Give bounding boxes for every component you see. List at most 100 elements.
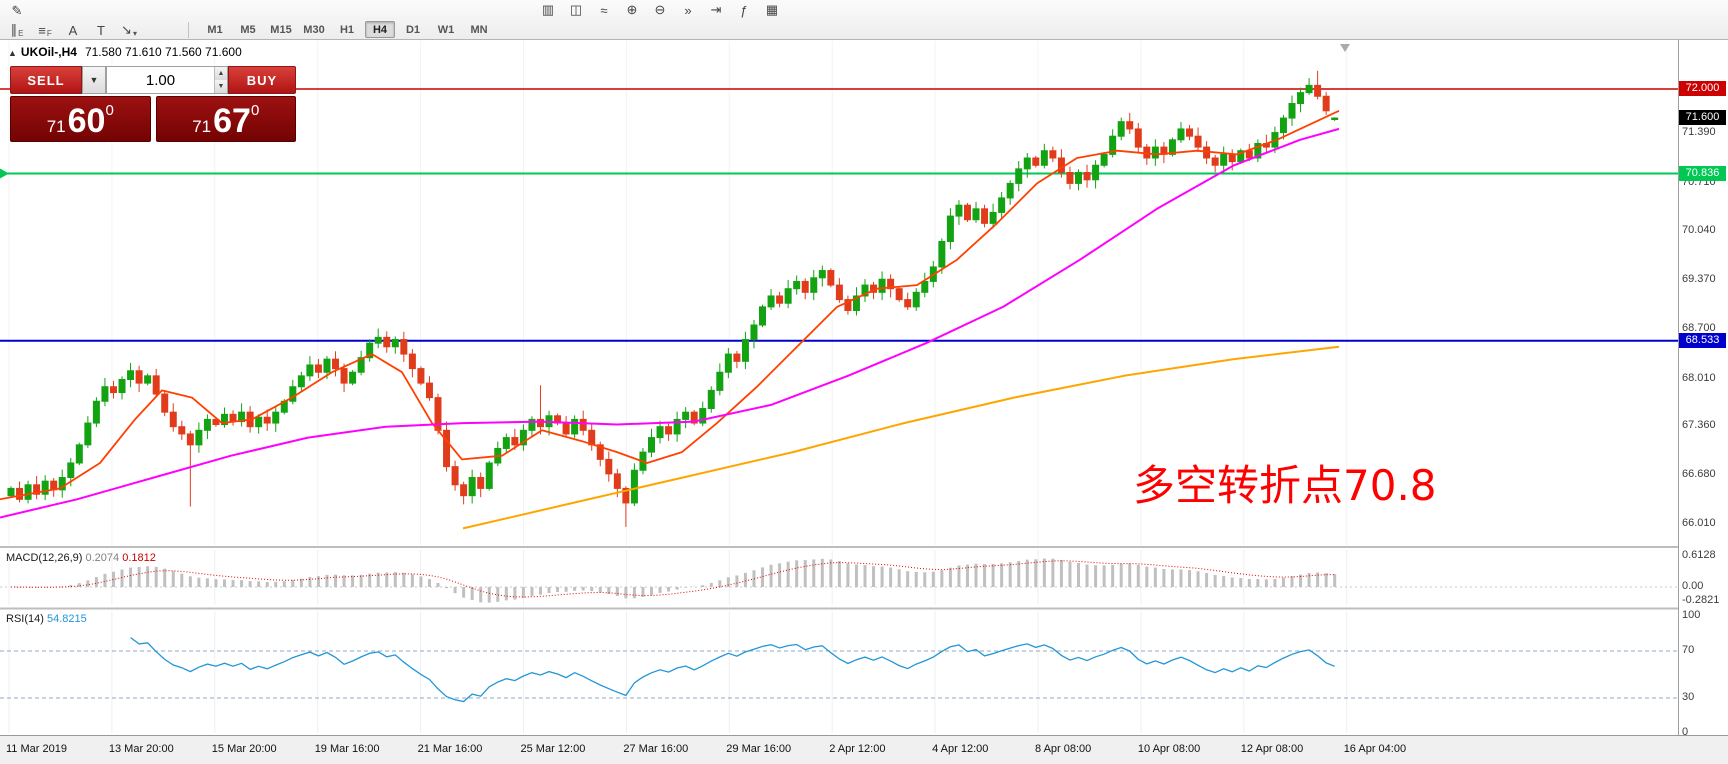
bar-chart-icon[interactable]: ▥ xyxy=(541,2,555,17)
timeframe-d1-button[interactable]: D1 xyxy=(405,23,421,36)
rsi-axis-tick: 100 xyxy=(1682,608,1701,621)
sell-price-display[interactable]: 71 60 0 xyxy=(10,96,151,142)
macd-axis-tick: 0.6128 xyxy=(1682,548,1716,561)
time-label: 16 Apr 04:00 xyxy=(1343,743,1407,755)
sell-price-prefix: 71 xyxy=(46,117,66,136)
rsi-value: 54.8215 xyxy=(46,613,87,625)
line-start-marker xyxy=(0,168,9,179)
sell-price-big: 60 xyxy=(67,102,106,141)
chart-shift-icon[interactable]: ⇥ xyxy=(710,2,722,17)
volume-decrease-button[interactable]: ▼ xyxy=(215,80,227,93)
price-tick: 67.360 xyxy=(1682,418,1716,431)
time-label: 10 Apr 08:00 xyxy=(1137,743,1201,755)
order-type-dropdown[interactable]: ▼ xyxy=(82,66,106,94)
buy-price-prefix: 71 xyxy=(192,117,212,136)
time-label: 13 Mar 20:00 xyxy=(108,743,174,755)
price-tick: 66.010 xyxy=(1682,516,1716,529)
time-label: 15 Mar 20:00 xyxy=(211,743,277,755)
time-label: 19 Mar 16:00 xyxy=(314,743,380,755)
auto-scroll-icon[interactable]: » xyxy=(684,2,692,18)
time-label: 4 Apr 12:00 xyxy=(932,743,989,755)
sell-price-sup: 0 xyxy=(105,102,114,119)
timeframe-m1-button[interactable]: M1 xyxy=(207,23,223,36)
buy-price-display[interactable]: 71 67 0 xyxy=(155,96,296,142)
quote-line: ▲ UKOil-,H4 71.580 71.610 71.560 71.600 xyxy=(8,45,242,59)
time-label: 21 Mar 16:00 xyxy=(417,743,483,755)
panel-splitter[interactable] xyxy=(0,545,1728,550)
medium-ma-line xyxy=(0,127,1340,519)
quote-ohlc: 71.580 71.610 71.560 71.600 xyxy=(84,45,242,59)
buy-button[interactable]: BUY xyxy=(228,66,296,94)
fast-ma-line xyxy=(0,109,1340,501)
buy-price-sup: 0 xyxy=(250,102,260,119)
macd-signal-line xyxy=(10,560,1335,598)
price-tick: 66.680 xyxy=(1682,468,1716,481)
macd-histogram xyxy=(18,558,1337,603)
rsi-axis-tick: 0 xyxy=(1682,726,1689,739)
volume-increase-button[interactable]: ▲ xyxy=(215,67,227,80)
symbol-period-label: UKOil-,H4 xyxy=(20,45,77,59)
panel-splitter[interactable] xyxy=(0,606,1728,611)
line-chart-icon[interactable]: ≈ xyxy=(600,2,608,18)
indicators-icon[interactable]: ƒ xyxy=(740,2,748,18)
equidistant-channel-icon[interactable]: ∥ E xyxy=(10,22,24,38)
volume-value[interactable]: 1.00 xyxy=(145,71,176,89)
gridlines xyxy=(8,41,1348,733)
rsi-line xyxy=(130,637,1335,703)
price-tick: 69.370 xyxy=(1682,272,1716,285)
timeframe-m15-button[interactable]: M15 xyxy=(270,23,292,36)
slow-ma-line xyxy=(462,345,1340,530)
price-axis[interactable] xyxy=(1678,40,1728,735)
timeframe-w1-button[interactable]: W1 xyxy=(437,23,455,36)
sell-button[interactable]: SELL xyxy=(10,66,82,94)
time-label: 25 Mar 12:00 xyxy=(520,743,586,755)
rsi-indicator-label: RSI(14) 54.8215 xyxy=(6,613,87,625)
time-label: 8 Apr 08:00 xyxy=(1035,743,1092,755)
candlesticks xyxy=(7,70,1339,527)
macd-indicator-label: MACD(12,26,9) 0.2074 0.1812 xyxy=(6,552,156,564)
templates-icon[interactable]: ▦ xyxy=(765,2,779,17)
zoom-in-icon[interactable]: ⊕ xyxy=(626,2,638,17)
toolbar-separator xyxy=(188,22,189,38)
rsi-axis-tick: 70 xyxy=(1682,644,1695,656)
level-price-badge: 70.836 xyxy=(1679,165,1726,181)
macd-axis-tick: -0.2821 xyxy=(1682,594,1720,607)
text-icon[interactable]: A xyxy=(68,22,78,38)
arrow-tools-icon[interactable]: ↘ ▾ xyxy=(121,22,137,38)
rsi-axis-tick: 30 xyxy=(1682,691,1695,703)
timeframe-h4-button[interactable]: H4 xyxy=(365,21,395,38)
text-label-icon[interactable]: T xyxy=(97,22,105,38)
current-price-badge: 71.600 xyxy=(1679,110,1726,126)
toolbar: ✎ ▥ ◫ ≈ ⊕ ⊖ » ⇥ ƒ ▦ ∥ E ≡ F A T ↘ ▾ M1 M5 M15 M30 H1 H4 D1 W1 M… xyxy=(0,0,1728,40)
timeframe-m5-button[interactable]: M5 xyxy=(240,23,256,36)
chart-shift-marker xyxy=(1340,44,1350,52)
timeframe-m30-button[interactable]: M30 xyxy=(303,23,325,36)
fibonacci-retracement-icon[interactable]: ≡ F xyxy=(38,22,52,39)
macd-main-value: 0.2074 xyxy=(85,552,120,564)
macd-name: MACD(12,26,9) xyxy=(6,552,83,564)
price-tick: 68.010 xyxy=(1682,371,1716,384)
chart-annotation-text: 多空转折点70.8 xyxy=(1133,461,1437,510)
pencil-icon[interactable]: ✎ xyxy=(11,3,23,18)
timeframe-h1-button[interactable]: H1 xyxy=(339,23,355,36)
time-axis[interactable]: 11 Mar 2019 13 Mar 20:00 15 Mar 20:00 19 Ma… xyxy=(0,735,1728,764)
time-label: 27 Mar 16:00 xyxy=(623,743,689,755)
time-label: 11 Mar 2019 xyxy=(6,743,67,755)
one-click-trading-widget: SELL ▼ 1.00 ▲ ▼ BUY 71 60 0 71 67 0 xyxy=(10,66,296,142)
one-click-trading-toggle[interactable]: ▲ xyxy=(8,48,17,58)
candlestick-chart-icon[interactable]: ◫ xyxy=(569,2,583,17)
macd-signal-value: 0.1812 xyxy=(122,552,156,564)
time-label: 29 Mar 16:00 xyxy=(726,743,792,755)
timeframe-mn-button[interactable]: MN xyxy=(470,23,488,36)
rsi-name: RSI(14) xyxy=(6,613,44,625)
level-price-badge: 68.533 xyxy=(1679,332,1726,348)
price-tick: 70.040 xyxy=(1682,224,1716,237)
zoom-out-icon[interactable]: ⊖ xyxy=(654,2,666,17)
level-price-badge: 72.000 xyxy=(1679,81,1726,96)
price-tick: 68.700 xyxy=(1682,321,1716,334)
volume-field[interactable]: 1.00 ▲ ▼ xyxy=(106,66,228,94)
price-tick: 71.390 xyxy=(1682,126,1716,139)
buy-price-big: 67 xyxy=(213,102,251,141)
